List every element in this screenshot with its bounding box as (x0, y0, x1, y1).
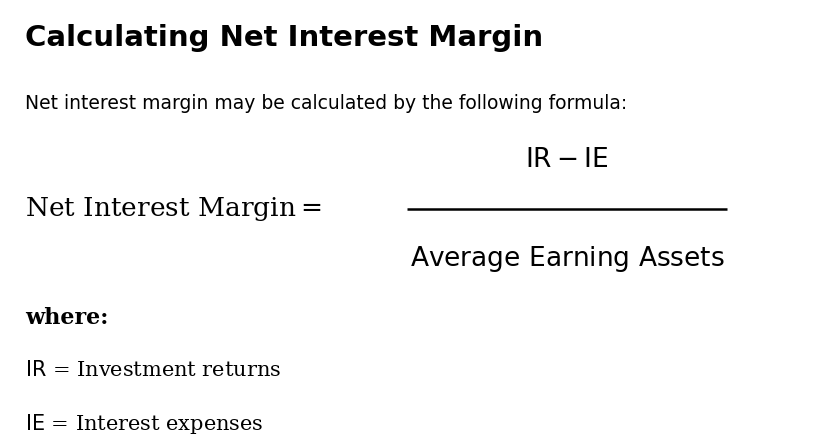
Text: Calculating Net Interest Margin: Calculating Net Interest Margin (25, 24, 543, 52)
Text: $\mathrm{IE}$ = Interest expenses: $\mathrm{IE}$ = Interest expenses (25, 412, 264, 436)
Text: $\mathrm{Average\ Earning\ Assets}$: $\mathrm{Average\ Earning\ Assets}$ (410, 245, 724, 274)
Text: Net interest margin may be calculated by the following formula:: Net interest margin may be calculated by… (25, 94, 627, 113)
Text: $\mathrm{IR}$ = Investment returns: $\mathrm{IR}$ = Investment returns (25, 360, 281, 380)
Text: where:: where: (25, 307, 108, 329)
Text: $\mathregular{Net\ Interest\ Margin} =$: $\mathregular{Net\ Interest\ Margin} =$ (25, 195, 322, 223)
Text: $\mathrm{IR} - \mathrm{IE}$: $\mathrm{IR} - \mathrm{IE}$ (525, 146, 609, 172)
